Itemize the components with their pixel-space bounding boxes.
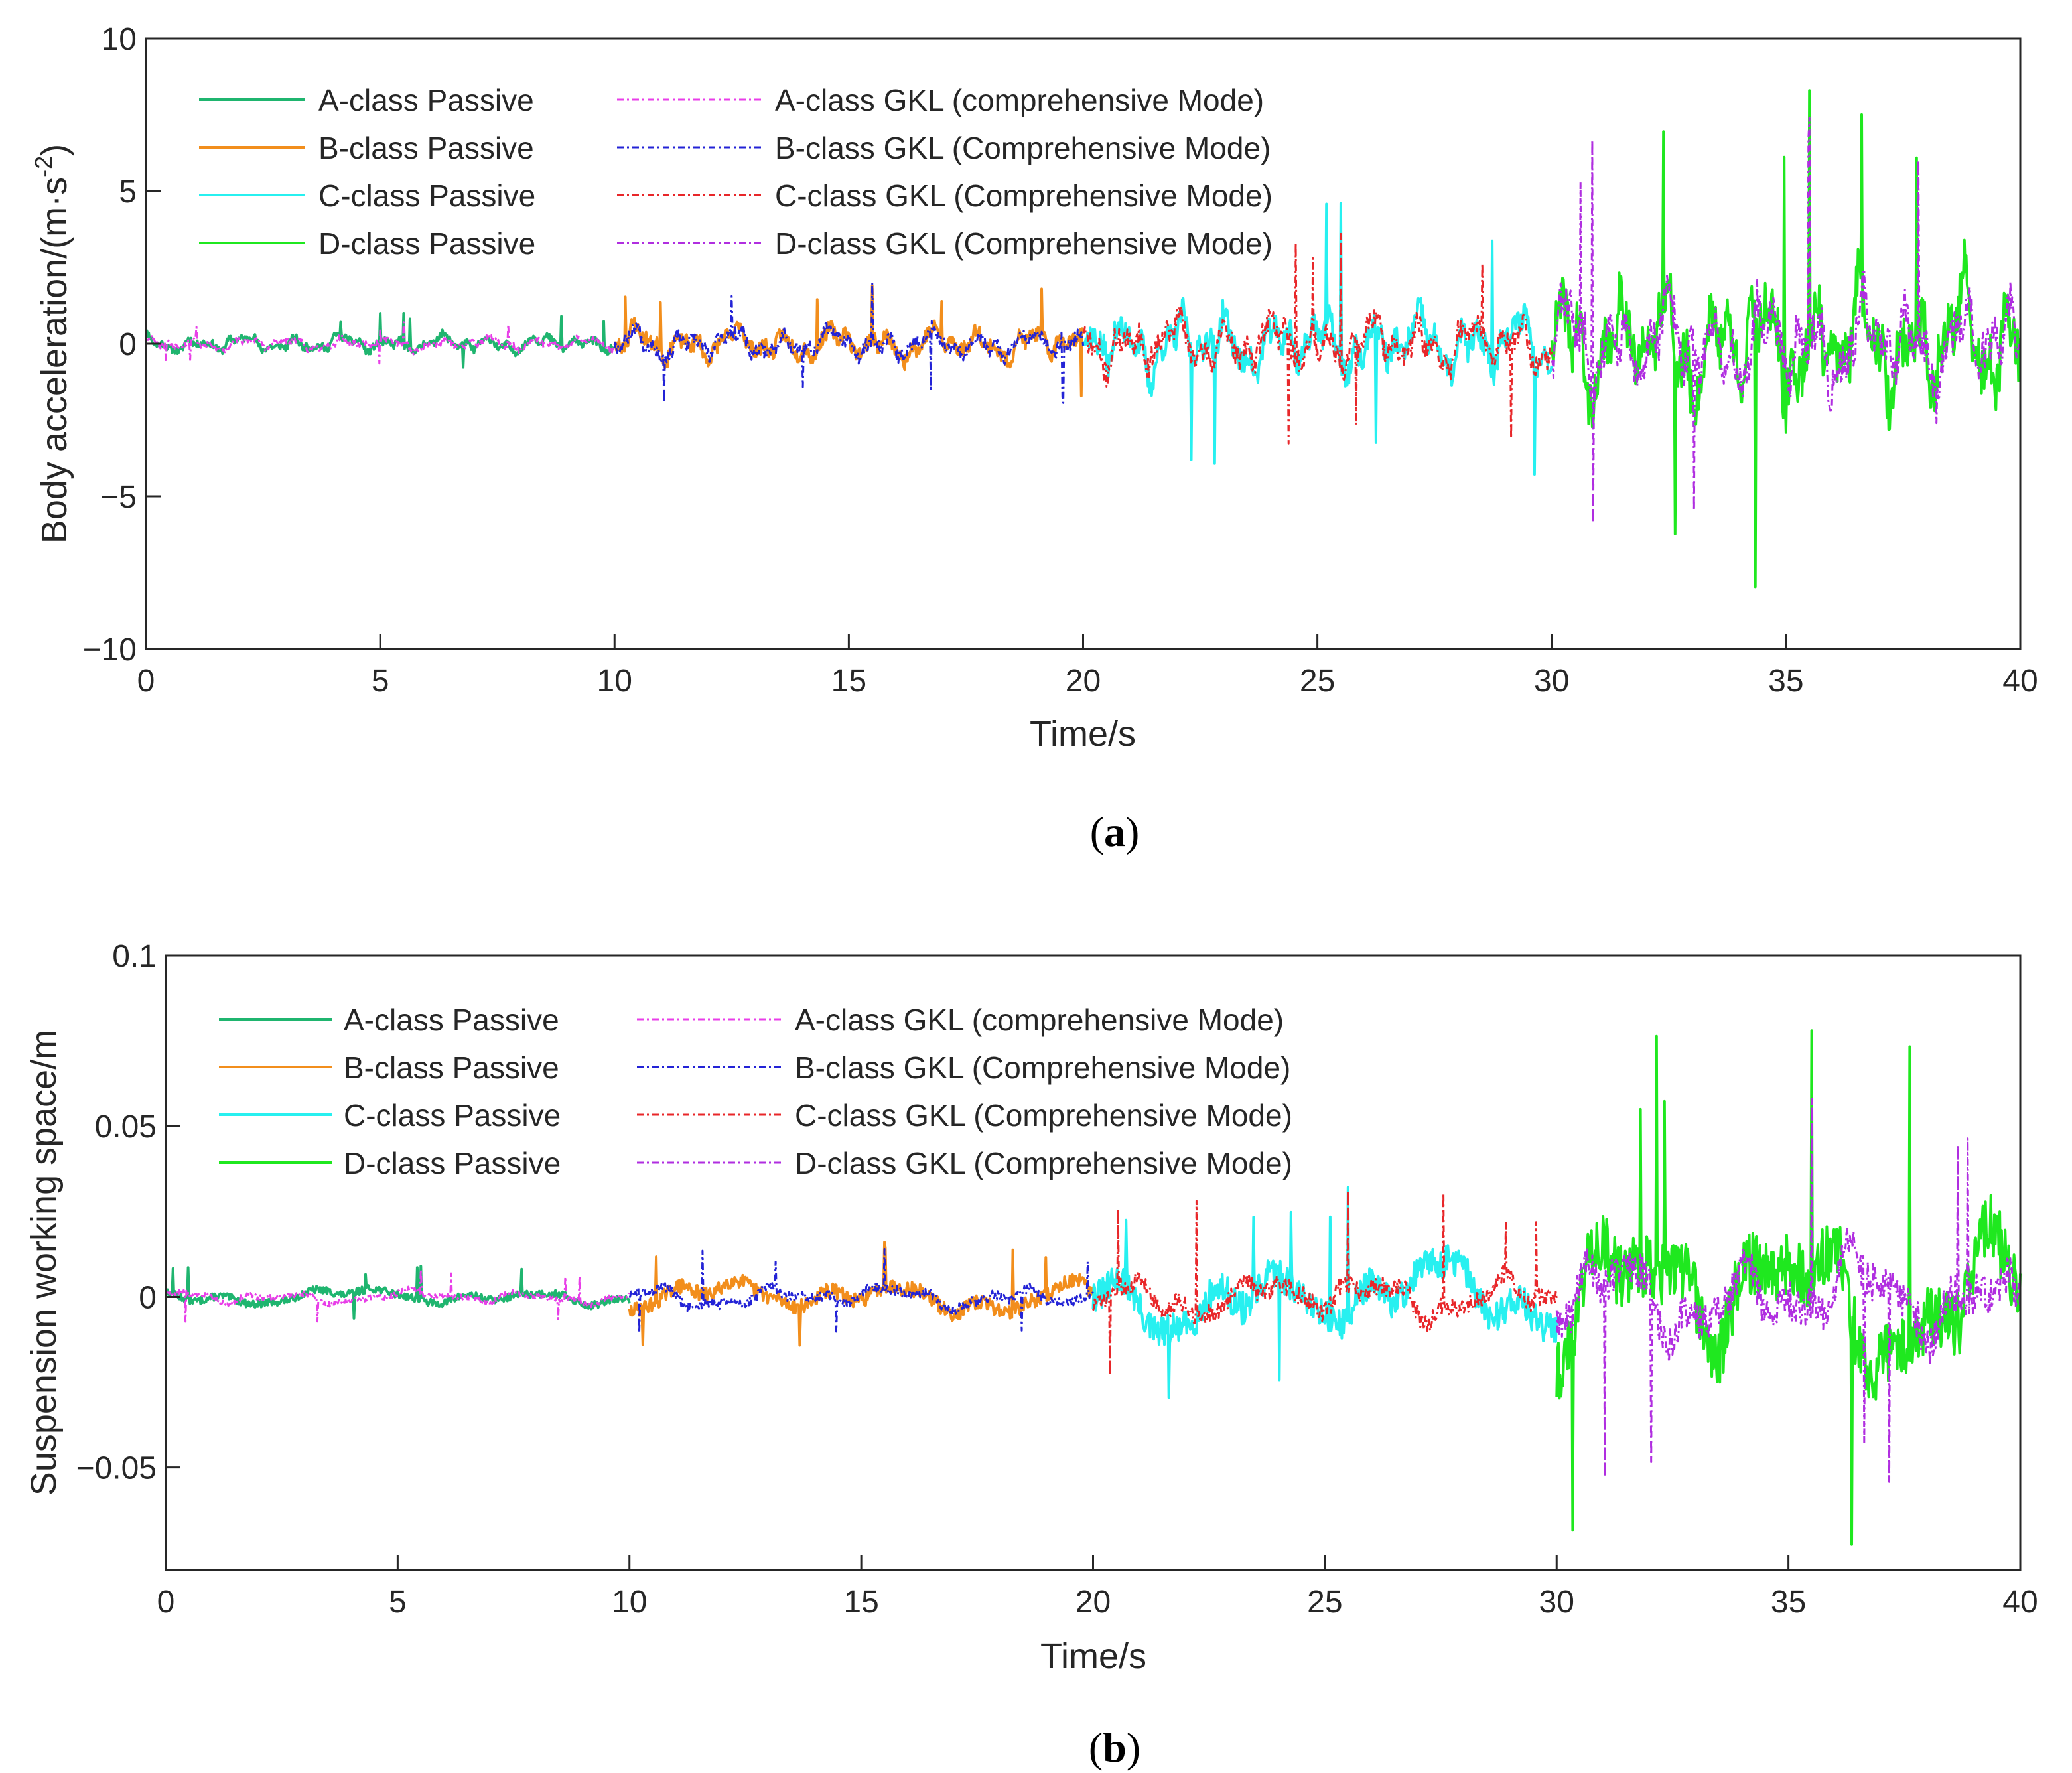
panel-a-x-tick-label: 20 <box>1066 664 1101 699</box>
panel-a-series-layer <box>145 89 2022 589</box>
panel-a-x-tick-label: 35 <box>1768 664 1803 699</box>
panel-b-series-line-8 <box>1555 1098 2022 1483</box>
panel-a-x-tick-label: 25 <box>1300 664 1335 699</box>
panel-a-legend-label-7: C-class GKL (Comprehensive Mode) <box>775 178 1273 213</box>
panel-b-series-line-3 <box>1091 1186 1558 1399</box>
panel-b-y-tick-label: 0.05 <box>95 1109 157 1145</box>
panel-a-y-tick-label: 5 <box>119 175 137 210</box>
panel-b-x-tick-label: 15 <box>843 1585 878 1620</box>
panel-a-x-tick-label: 40 <box>2002 664 2037 699</box>
panel-a-legend-label-1: A-class Passive <box>318 83 534 117</box>
panel-a-legend: A-class Passive B-class Passive C-class Pa… <box>199 83 1273 261</box>
panel-a-y-tick-label: 10 <box>102 22 137 57</box>
panel-b-legend-label-3: C-class Passive <box>344 1098 561 1133</box>
panel-b-y-tick-label: 0 <box>139 1280 157 1315</box>
panel-b-x-tick-label: 25 <box>1307 1585 1342 1620</box>
panel-b-x-axis-label: Time/s <box>1040 1636 1146 1676</box>
panel-b-legend-label-8: D-class GKL (Comprehensive Mode) <box>795 1146 1292 1180</box>
chart-panel-b: 0 5 10 15 20 25 30 35 40 −0.05 0 0.05 0.1 Time/s Su… <box>24 939 2038 1771</box>
panel-b-y-tick-label: −0.05 <box>76 1451 157 1486</box>
panel-a-x-tick-label: 0 <box>137 664 155 699</box>
panel-b-y-ticks: −0.05 0 0.05 0.1 <box>76 939 180 1486</box>
panel-b-legend-label-2: B-class Passive <box>344 1050 559 1085</box>
panel-b-legend-label-1: A-class Passive <box>344 1003 559 1037</box>
panel-b-x-tick-label: 10 <box>612 1585 647 1620</box>
panel-b-x-tick-label: 5 <box>389 1585 407 1620</box>
panel-a-legend-label-2: B-class Passive <box>318 131 534 165</box>
panel-b-series-layer <box>165 1029 2022 1546</box>
panel-a-legend-label-3: C-class Passive <box>318 178 535 213</box>
panel-a-caption: (a) <box>1090 808 1140 855</box>
panel-a-series-line-6 <box>613 281 1084 404</box>
panel-a-series-line-7 <box>1082 232 1553 445</box>
panel-a-y-tick-label: −5 <box>100 480 137 515</box>
panel-b-x-tick-label: 35 <box>1771 1585 1806 1620</box>
panel-a-y-tick-label: −10 <box>83 632 137 668</box>
chart-panel-a: 0 5 10 15 20 25 30 35 40 −10 −5 0 5 10 Time/s Body a… <box>30 22 2038 855</box>
panel-a-legend-label-8: D-class GKL (Comprehensive Mode) <box>775 226 1273 261</box>
panel-b-x-tick-label: 40 <box>2002 1585 2037 1620</box>
panel-b-x-tick-label: 20 <box>1075 1585 1111 1620</box>
panel-a-series-line-2 <box>613 284 1085 397</box>
panel-a-series-line-5 <box>145 321 616 365</box>
panel-b-series-line-6 <box>628 1247 1094 1334</box>
panel-a-legend-label-5: A-class GKL (comprehensive Mode) <box>775 83 1264 117</box>
panel-b-x-ticks: 0 5 10 15 20 25 30 35 40 <box>157 1555 2038 1620</box>
panel-b-legend-label-6: B-class GKL (Comprehensive Mode) <box>795 1050 1290 1085</box>
panel-a-x-tick-label: 15 <box>831 664 866 699</box>
panel-a-y-tick-label: 0 <box>119 327 137 362</box>
panel-a-x-tick-label: 30 <box>1534 664 1569 699</box>
panel-a-x-ticks: 0 5 10 15 20 25 30 35 40 <box>137 634 2038 699</box>
panel-b-series-line-7 <box>1092 1190 1558 1376</box>
panel-b-y-axis-label: Suspension working space/m <box>24 1030 64 1496</box>
panel-b-series-line-5 <box>165 1268 631 1323</box>
panel-b-series-line-2 <box>628 1241 1095 1347</box>
panel-b-legend-label-4: D-class Passive <box>344 1146 561 1180</box>
panel-a-legend-label-6: B-class GKL (Comprehensive Mode) <box>775 131 1271 165</box>
panel-b-y-tick-label: 0.1 <box>112 939 157 974</box>
panel-a-series-line-8 <box>1551 117 2022 524</box>
panel-a-y-ticks: −10 −5 0 5 10 <box>83 22 161 668</box>
panel-a-x-tick-label: 5 <box>372 664 389 699</box>
panel-b-legend-label-7: C-class GKL (Comprehensive Mode) <box>795 1098 1292 1133</box>
panel-b-legend: A-class Passive B-class Passive C-class Pa… <box>219 1003 1292 1180</box>
panel-a-x-tick-label: 10 <box>597 664 632 699</box>
panel-b-x-tick-label: 30 <box>1539 1585 1574 1620</box>
panel-b-legend-label-5: A-class GKL (comprehensive Mode) <box>795 1003 1284 1037</box>
panel-a-y-axis-label: Body acceleration/(m·s-2) <box>30 144 74 543</box>
panel-b-caption: (b) <box>1089 1724 1140 1771</box>
panel-b-x-tick-label: 0 <box>157 1585 175 1620</box>
panel-a-x-axis-label: Time/s <box>1030 714 1136 754</box>
panel-a-legend-label-4: D-class Passive <box>318 226 535 261</box>
